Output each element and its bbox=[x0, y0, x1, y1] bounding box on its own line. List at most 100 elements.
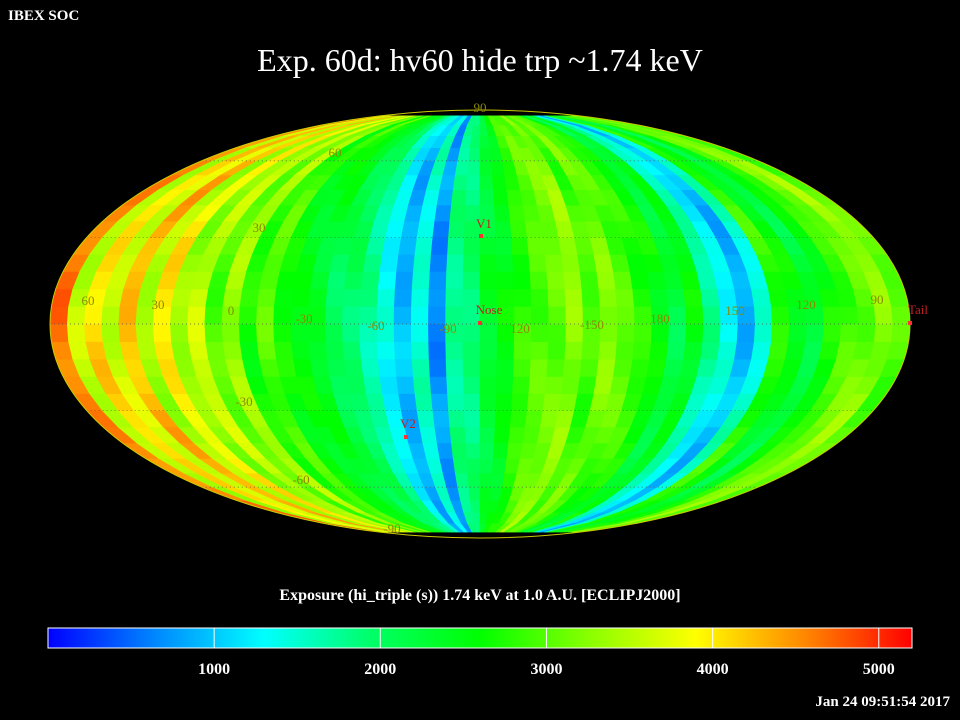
latitude-label: 30 bbox=[253, 220, 266, 235]
colorbar-title: Exposure (hi_triple (s)) 1.74 keV at 1.0… bbox=[279, 587, 681, 604]
heatmap-cell bbox=[632, 288, 652, 307]
heatmap-cell bbox=[429, 254, 448, 272]
heatmap-cell bbox=[419, 204, 438, 222]
heatmap-cell bbox=[468, 486, 481, 501]
heatmap-cell bbox=[581, 288, 601, 307]
heatmap-cell bbox=[788, 323, 808, 342]
heatmap-cell bbox=[479, 442, 495, 459]
sky-map: 60 30 0 -30 -60 -90 120 -150 180 150 120 90 90 60 30 -3… bbox=[0, 0, 928, 539]
heatmap-cell bbox=[342, 306, 361, 325]
longitude-label: 180 bbox=[650, 311, 670, 326]
heatmap-cell bbox=[768, 341, 789, 360]
colorbar-gradient bbox=[47, 627, 913, 649]
heatmap-cell bbox=[513, 288, 532, 307]
chart-title: Exp. 60d: hv60 hide trp ~1.74 keV bbox=[257, 42, 703, 78]
heatmap-cell bbox=[495, 237, 513, 255]
heatmap-cell bbox=[410, 306, 429, 325]
heatmap-cell bbox=[359, 341, 379, 360]
heatmap-cell bbox=[547, 288, 567, 307]
heatmap-cell bbox=[170, 306, 189, 325]
heatmap-cell bbox=[873, 323, 894, 342]
heatmap-cell bbox=[462, 323, 481, 342]
heatmap-cell bbox=[530, 288, 549, 307]
heatmap-cell bbox=[454, 472, 470, 488]
heatmap-cell bbox=[479, 189, 495, 206]
heatmap-cell bbox=[530, 341, 549, 360]
heatmap-cell bbox=[346, 376, 367, 394]
heatmap-cell bbox=[466, 457, 481, 474]
heatmap-cell bbox=[445, 341, 464, 360]
marker-label: V1 bbox=[476, 216, 492, 231]
longitude-label: -150 bbox=[580, 317, 604, 332]
heatmap-cell bbox=[719, 323, 739, 342]
heatmap-cell bbox=[188, 341, 209, 360]
heatmap-cell bbox=[596, 271, 617, 290]
heatmap-cell bbox=[462, 358, 481, 377]
colorbar-tick-label: 3000 bbox=[530, 661, 562, 678]
heatmap-cell bbox=[598, 288, 618, 307]
heatmap-cell bbox=[479, 410, 497, 428]
heatmap-cell bbox=[615, 288, 635, 307]
heatmap-cell bbox=[324, 323, 344, 342]
heatmap-cell bbox=[651, 323, 670, 342]
heatmap-cell bbox=[616, 323, 636, 342]
heatmap-cell bbox=[753, 323, 773, 342]
heatmap-cell bbox=[873, 306, 894, 325]
latitude-label: -90 bbox=[383, 521, 400, 536]
heatmap-cell bbox=[187, 306, 207, 325]
latitude-label: -30 bbox=[235, 394, 252, 409]
heatmap-cell bbox=[411, 271, 431, 290]
heatmap-cell bbox=[238, 323, 258, 342]
heatmap-cell bbox=[204, 306, 224, 325]
heatmap-cell bbox=[479, 426, 496, 444]
heatmap-cell bbox=[526, 393, 546, 411]
longitude-label: 60 bbox=[82, 293, 95, 308]
heatmap-cell bbox=[239, 341, 260, 360]
heatmap-cell bbox=[528, 254, 548, 272]
heatmap-cell bbox=[511, 393, 530, 411]
heatmap-cell bbox=[700, 288, 721, 307]
heatmap-cell bbox=[666, 288, 687, 307]
app-corner-label: IBEX SOC bbox=[8, 8, 80, 24]
latitude-label: 90 bbox=[474, 100, 487, 115]
colorbar-ticks: 1000 2000 3000 4000 5000 bbox=[198, 628, 895, 678]
heatmap-cell bbox=[66, 306, 87, 325]
heatmap-cell bbox=[463, 410, 481, 428]
marker-label: Tail bbox=[908, 302, 928, 317]
heatmap-cell bbox=[410, 323, 429, 342]
heatmap-cell bbox=[479, 160, 493, 176]
heatmap-cell bbox=[524, 410, 544, 428]
heatmap-cell bbox=[463, 237, 481, 255]
heatmap-cell bbox=[308, 341, 328, 360]
heatmap-cell bbox=[666, 341, 687, 360]
heatmap-cell bbox=[432, 220, 451, 238]
heatmap-cell bbox=[419, 426, 438, 444]
heatmap-cell bbox=[546, 358, 566, 377]
axis-labels: 60 30 0 -30 -60 -90 120 -150 180 150 120 90 90 60 30 -3… bbox=[82, 100, 884, 536]
heatmap-cell bbox=[528, 376, 548, 394]
longitude-label: -30 bbox=[295, 311, 312, 326]
heatmap-cell bbox=[171, 288, 192, 307]
heatmap-cell bbox=[256, 306, 275, 325]
heatmap-cell bbox=[414, 393, 434, 411]
heatmap-cell bbox=[400, 220, 421, 238]
heatmap-cell bbox=[491, 457, 508, 474]
heatmap-cell bbox=[560, 376, 581, 394]
heatmap-cell bbox=[526, 237, 546, 255]
heatmap-cell bbox=[170, 323, 189, 342]
heatmap-cell bbox=[560, 254, 581, 272]
heatmap-cell bbox=[291, 288, 311, 307]
heatmap-cell bbox=[496, 341, 515, 360]
heatmap-cell bbox=[465, 189, 481, 206]
heatmap-cell bbox=[479, 376, 498, 394]
heatmap-cell bbox=[454, 160, 470, 176]
heatmap-cell bbox=[512, 376, 531, 394]
heatmap-cell bbox=[822, 306, 842, 325]
heatmap-cell bbox=[771, 323, 790, 342]
heatmap-cell bbox=[596, 358, 617, 377]
heatmap-cell bbox=[702, 306, 722, 325]
heatmap-cell bbox=[531, 306, 550, 325]
heatmap-cell bbox=[307, 323, 327, 342]
heatmap-cell bbox=[734, 341, 755, 360]
heatmap-cell bbox=[362, 254, 383, 272]
